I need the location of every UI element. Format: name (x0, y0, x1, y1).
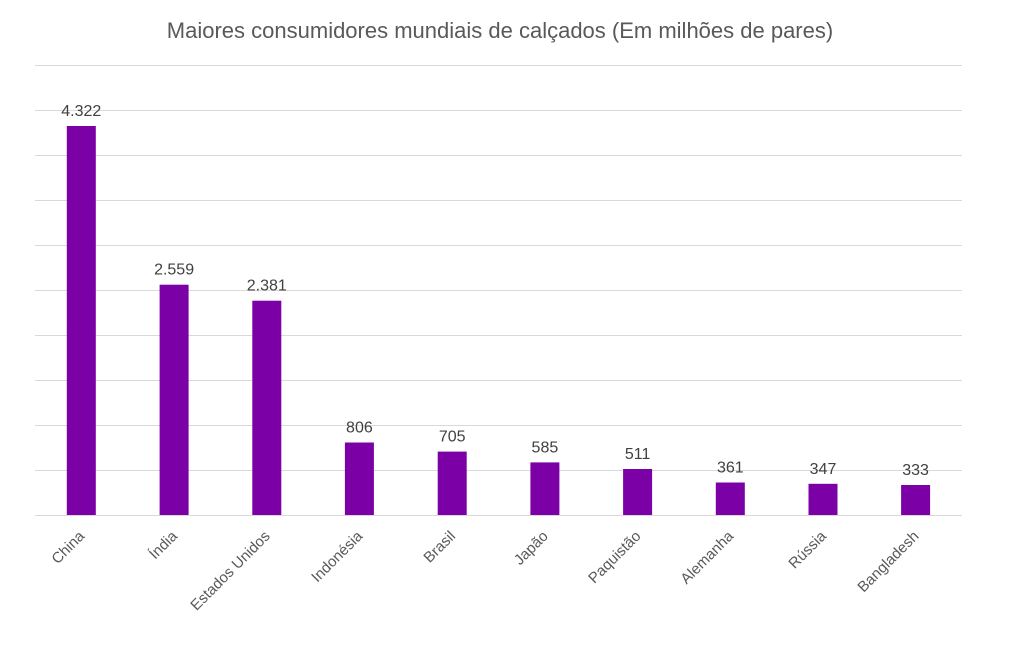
data-label: 806 (346, 420, 373, 437)
data-label: 585 (532, 439, 559, 456)
bar (715, 482, 745, 515)
data-label: 2.559 (154, 262, 194, 279)
x-tick-label: China (48, 527, 88, 567)
bar (808, 483, 838, 515)
x-axis-tick-labels: China Índia Estados Unidos Indonésia Brasil J… (48, 527, 922, 614)
bar (437, 451, 467, 515)
value-labels: 4.322 2.559 2.381 806 705 585 511 361 347 333 (61, 103, 929, 479)
data-label: 361 (717, 460, 744, 477)
bar (530, 462, 560, 515)
gridlines (35, 65, 962, 516)
x-tick-label: Japão (511, 528, 552, 569)
x-tick-label: Estados Unidos (187, 528, 273, 614)
chart-title: Maiores consumidores mundiais de calçado… (167, 18, 833, 43)
data-label: 333 (902, 462, 929, 479)
x-tick-label: Índia (146, 527, 181, 562)
data-label: 511 (625, 446, 651, 463)
bar (159, 284, 189, 515)
data-label: 347 (810, 461, 837, 478)
x-tick-label: Brasil (420, 528, 459, 567)
data-label: 705 (439, 429, 466, 446)
x-tick-label: Alemanha (677, 527, 737, 587)
x-tick-label: Rússia (785, 527, 830, 572)
bar (344, 442, 374, 515)
bar (901, 485, 931, 515)
data-label: 2.381 (247, 278, 287, 295)
x-tick-label: Paquistão (585, 528, 644, 587)
x-tick-label: Bangladesh (854, 528, 922, 596)
x-tick-label: Indonésia (308, 527, 366, 585)
bar (66, 126, 96, 515)
bar (252, 300, 282, 515)
data-label: 4.322 (61, 103, 101, 120)
bar (623, 469, 653, 515)
bars (66, 126, 931, 515)
